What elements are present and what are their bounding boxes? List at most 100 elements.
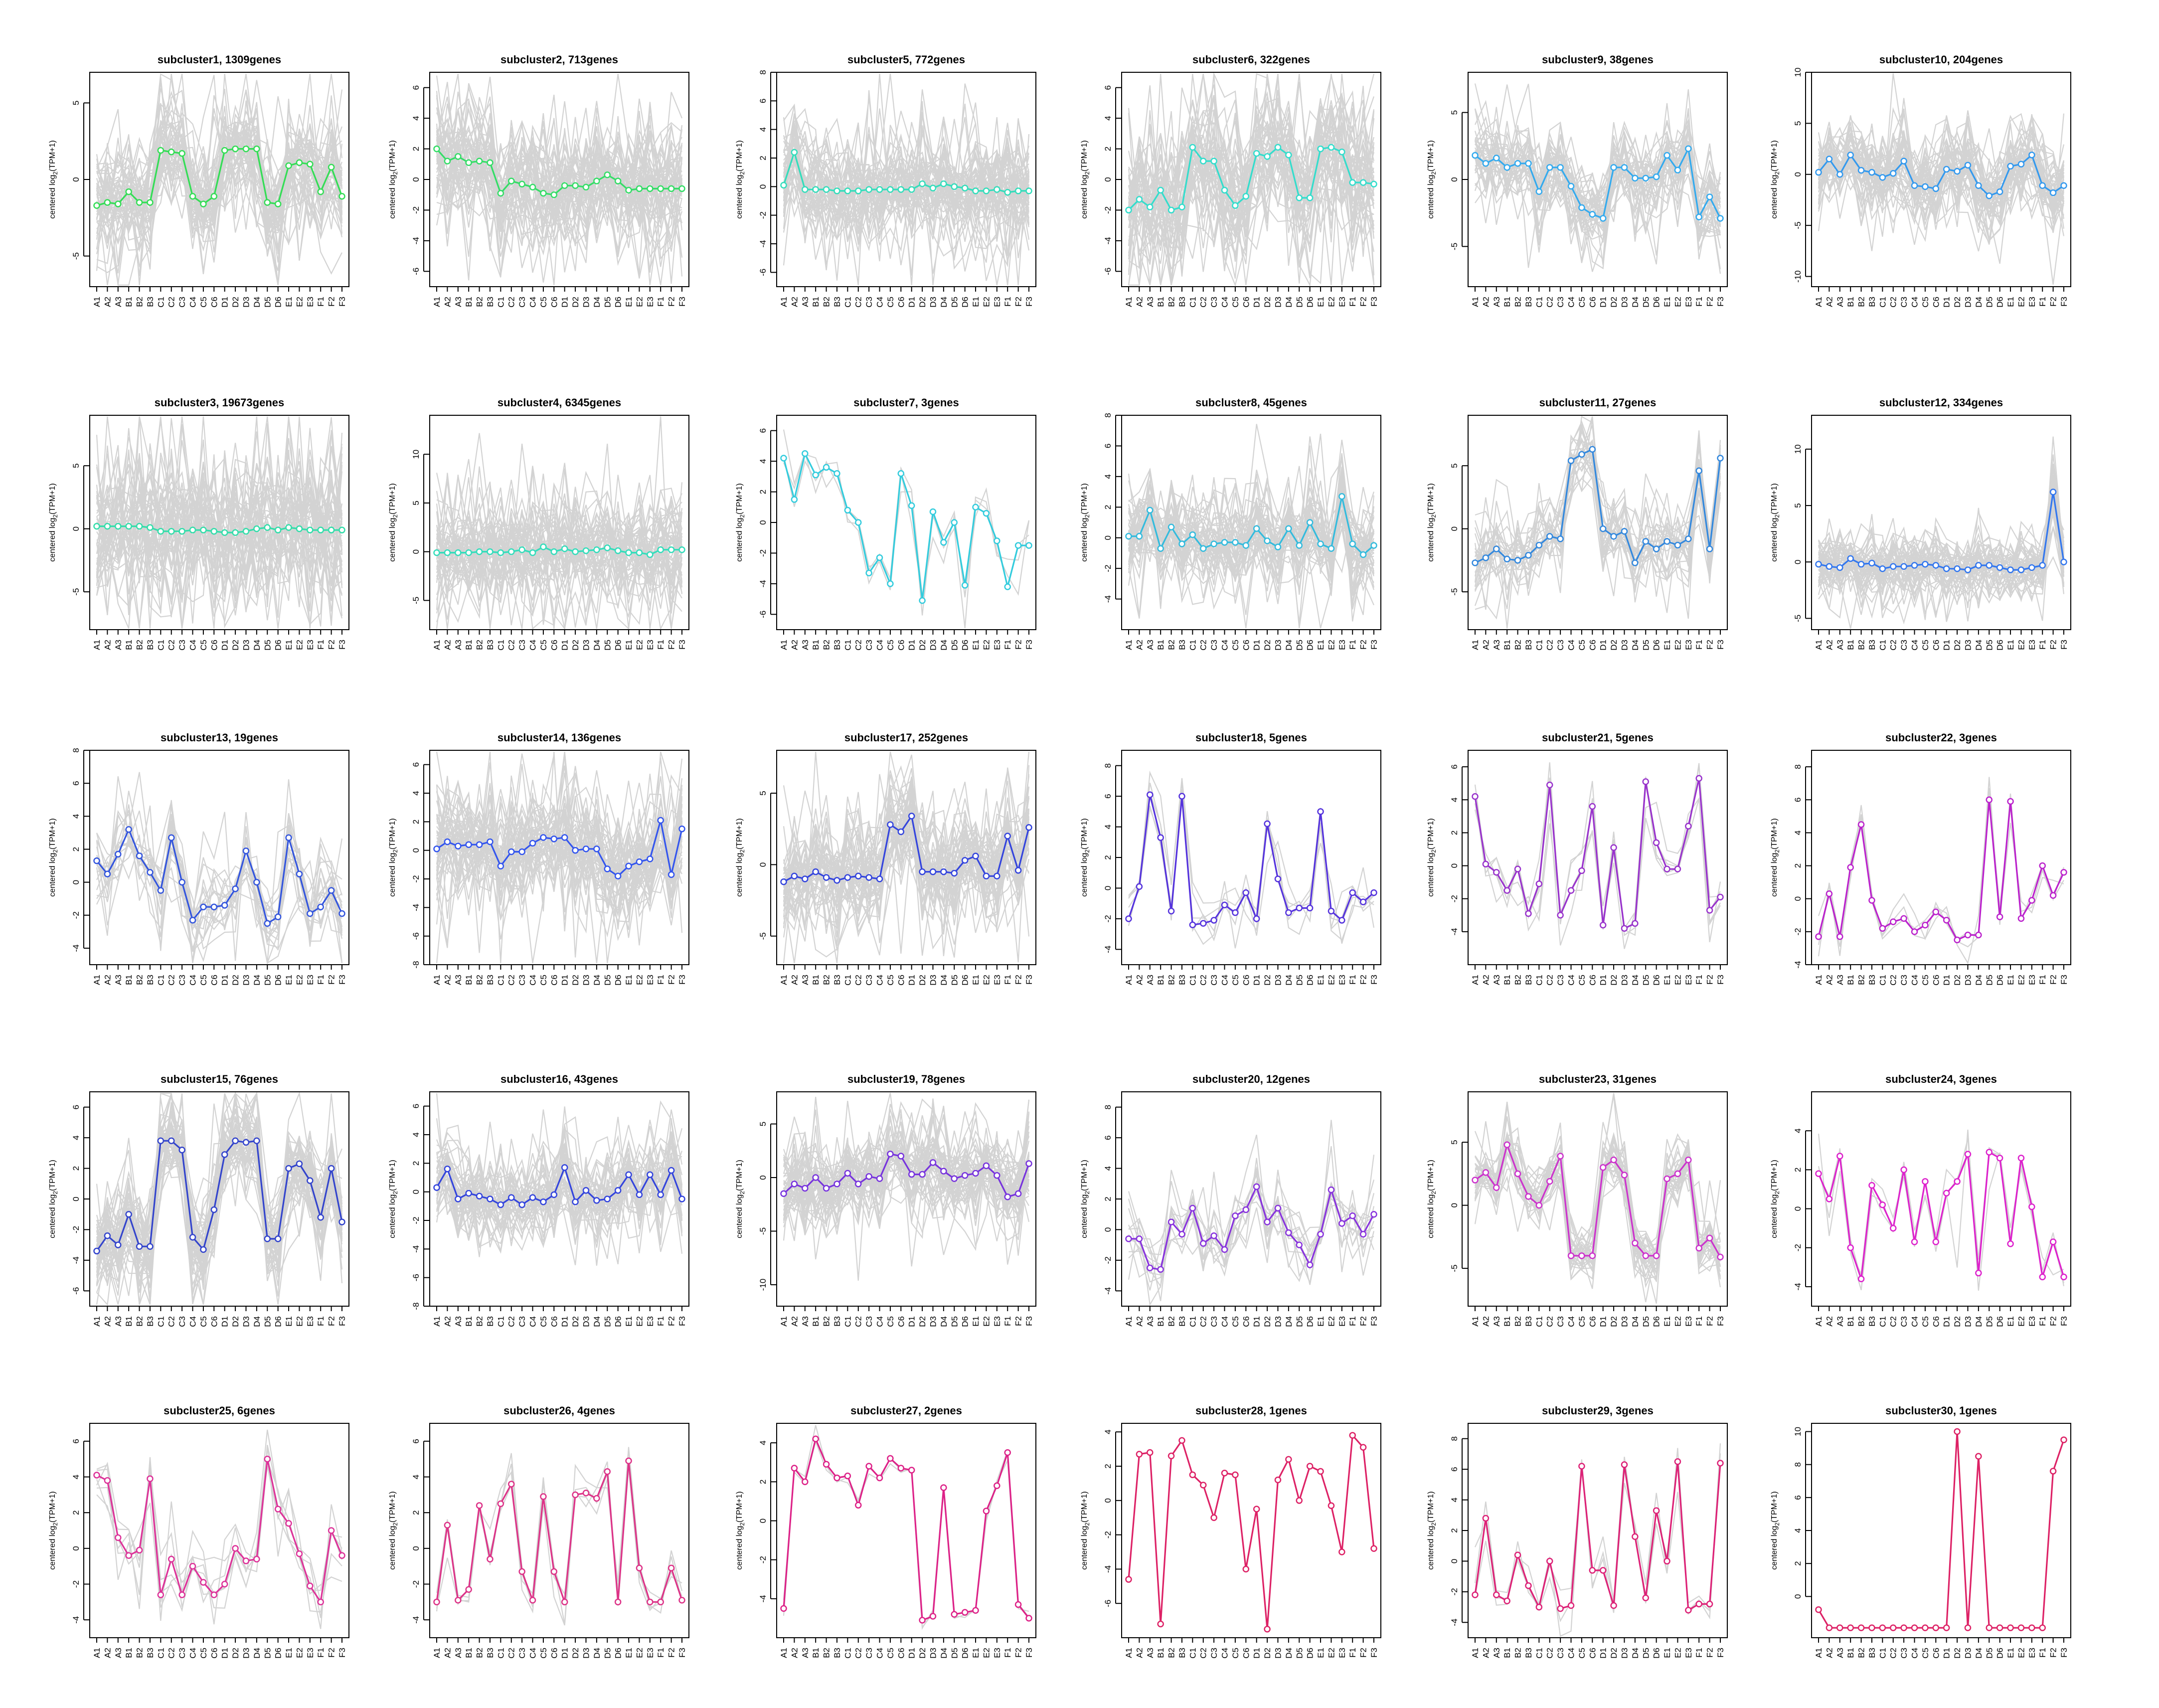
centroid-point — [1653, 839, 1660, 846]
x-tick-label: B1 — [464, 1316, 474, 1327]
x-tick-label: A3 — [801, 640, 810, 650]
x-tick-label: C2 — [1889, 640, 1898, 651]
x-tick-label: C2 — [1889, 1316, 1898, 1327]
y-tick-label: 0 — [1103, 886, 1113, 890]
centroid-point — [1975, 931, 1982, 939]
centroid-point — [678, 546, 685, 553]
x-tick-label: F3 — [337, 1316, 347, 1326]
gene-line — [96, 487, 343, 590]
x-tick-label: C5 — [539, 975, 548, 986]
centroid-point — [961, 582, 969, 589]
panel-title: subcluster7, 3genes — [853, 396, 959, 409]
y-tick-label: -4 — [1450, 1619, 1459, 1626]
y-tick-label: 2 — [1103, 505, 1113, 510]
x-tick-label: C1 — [156, 975, 166, 986]
y-tick-label: -4 — [411, 904, 421, 911]
gene-line — [96, 117, 343, 248]
x-tick-label: E1 — [971, 975, 981, 985]
x-tick-label: D1 — [1252, 297, 1262, 308]
x-tick-label: D2 — [918, 975, 927, 986]
centroid-point — [1482, 160, 1490, 167]
x-tick-label: F2 — [667, 1316, 676, 1326]
x-tick-label: B1 — [1846, 297, 1855, 307]
x-tick-label: E1 — [1316, 640, 1326, 650]
centroid-point — [1136, 883, 1143, 890]
gene-line — [1818, 127, 2064, 221]
x-tick-label: C3 — [864, 975, 874, 986]
x-tick-label: F3 — [2059, 1316, 2069, 1326]
x-tick-label: B2 — [1513, 1648, 1523, 1658]
centroid-point — [614, 1598, 622, 1606]
centroid-point — [1242, 193, 1250, 200]
x-tick-label: A2 — [1825, 1316, 1834, 1327]
centroid-point — [2007, 163, 2014, 170]
centroid-point — [678, 825, 685, 833]
x-tick-label: A2 — [1135, 975, 1144, 985]
x-tick-label: D3 — [928, 975, 938, 986]
x-tick-label: D5 — [1641, 975, 1651, 986]
y-axis-label: centered log2(TPM+1) — [388, 140, 399, 218]
x-tick-label: D6 — [614, 1316, 623, 1327]
centroid-point — [1317, 1230, 1324, 1238]
centroid-point — [833, 187, 840, 194]
y-tick-label: -2 — [411, 206, 421, 214]
centroid-point — [919, 180, 926, 187]
x-tick-label: D4 — [1284, 1316, 1294, 1327]
x-tick-label: C2 — [1889, 975, 1898, 986]
centroid-point — [780, 455, 787, 462]
gene-line — [96, 810, 342, 963]
centroid-point — [200, 200, 207, 207]
x-tick-label: C6 — [1241, 1648, 1251, 1659]
y-axis-label: centered log2(TPM+1) — [1080, 140, 1091, 218]
gene-line — [783, 813, 1029, 956]
centroid-point — [908, 1171, 915, 1178]
x-tick-label: D6 — [1995, 297, 2005, 308]
x-tick-label: D3 — [1963, 1648, 1973, 1659]
x-tick-label: B3 — [1524, 975, 1533, 985]
centroid-point — [1472, 1591, 1479, 1598]
centroid-point — [854, 1502, 862, 1509]
x-tick-label: F2 — [667, 975, 676, 985]
centroid-point — [1911, 1624, 1918, 1631]
centroid-line — [783, 1436, 1030, 1622]
centroid-point — [465, 841, 472, 848]
x-tick-label: E1 — [1662, 640, 1672, 650]
plot-frame — [429, 1423, 689, 1638]
y-tick-label: -6 — [71, 1287, 81, 1295]
y-tick-label: 0 — [411, 848, 421, 853]
centroid-point — [1932, 1624, 1940, 1631]
centroid-point — [1189, 1471, 1196, 1478]
centroid-point — [1975, 562, 1982, 569]
centroid-point — [1621, 925, 1628, 932]
x-tick-label: D4 — [1974, 640, 1984, 651]
x-tick-label: A3 — [114, 975, 123, 985]
centroid-point — [147, 1475, 154, 1482]
centroid-point — [1349, 889, 1356, 896]
centroid-point — [518, 1568, 525, 1575]
x-tick-label: E2 — [1327, 297, 1336, 307]
x-tick-label: B3 — [1177, 1648, 1187, 1658]
x-tick-label: C1 — [496, 1648, 505, 1659]
x-tick-label: A3 — [1146, 1648, 1155, 1658]
centroid-point — [1025, 1160, 1032, 1167]
centroid-point — [328, 1165, 335, 1172]
centroid-point — [1317, 145, 1324, 153]
x-tick-label: F2 — [1359, 1648, 1368, 1658]
x-tick-label: E1 — [2006, 975, 2015, 985]
centroid-point — [887, 186, 894, 193]
x-tick-label: D6 — [274, 1316, 283, 1327]
x-tick-label: B2 — [1167, 297, 1176, 307]
x-tick-label: C2 — [167, 975, 176, 986]
y-tick-label: 4 — [411, 1132, 421, 1137]
centroid-point — [125, 826, 132, 833]
x-tick-label: A3 — [1146, 297, 1155, 307]
x-tick-label: D1 — [1252, 640, 1262, 651]
x-tick-label: A1 — [92, 1648, 102, 1658]
x-tick-label: D5 — [263, 975, 272, 986]
x-tick-label: C4 — [528, 297, 538, 308]
x-tick-label: B1 — [124, 1316, 134, 1327]
centroid-point — [476, 1193, 483, 1200]
x-tick-label: F1 — [2038, 1648, 2047, 1658]
centroid-point — [1695, 1600, 1702, 1608]
